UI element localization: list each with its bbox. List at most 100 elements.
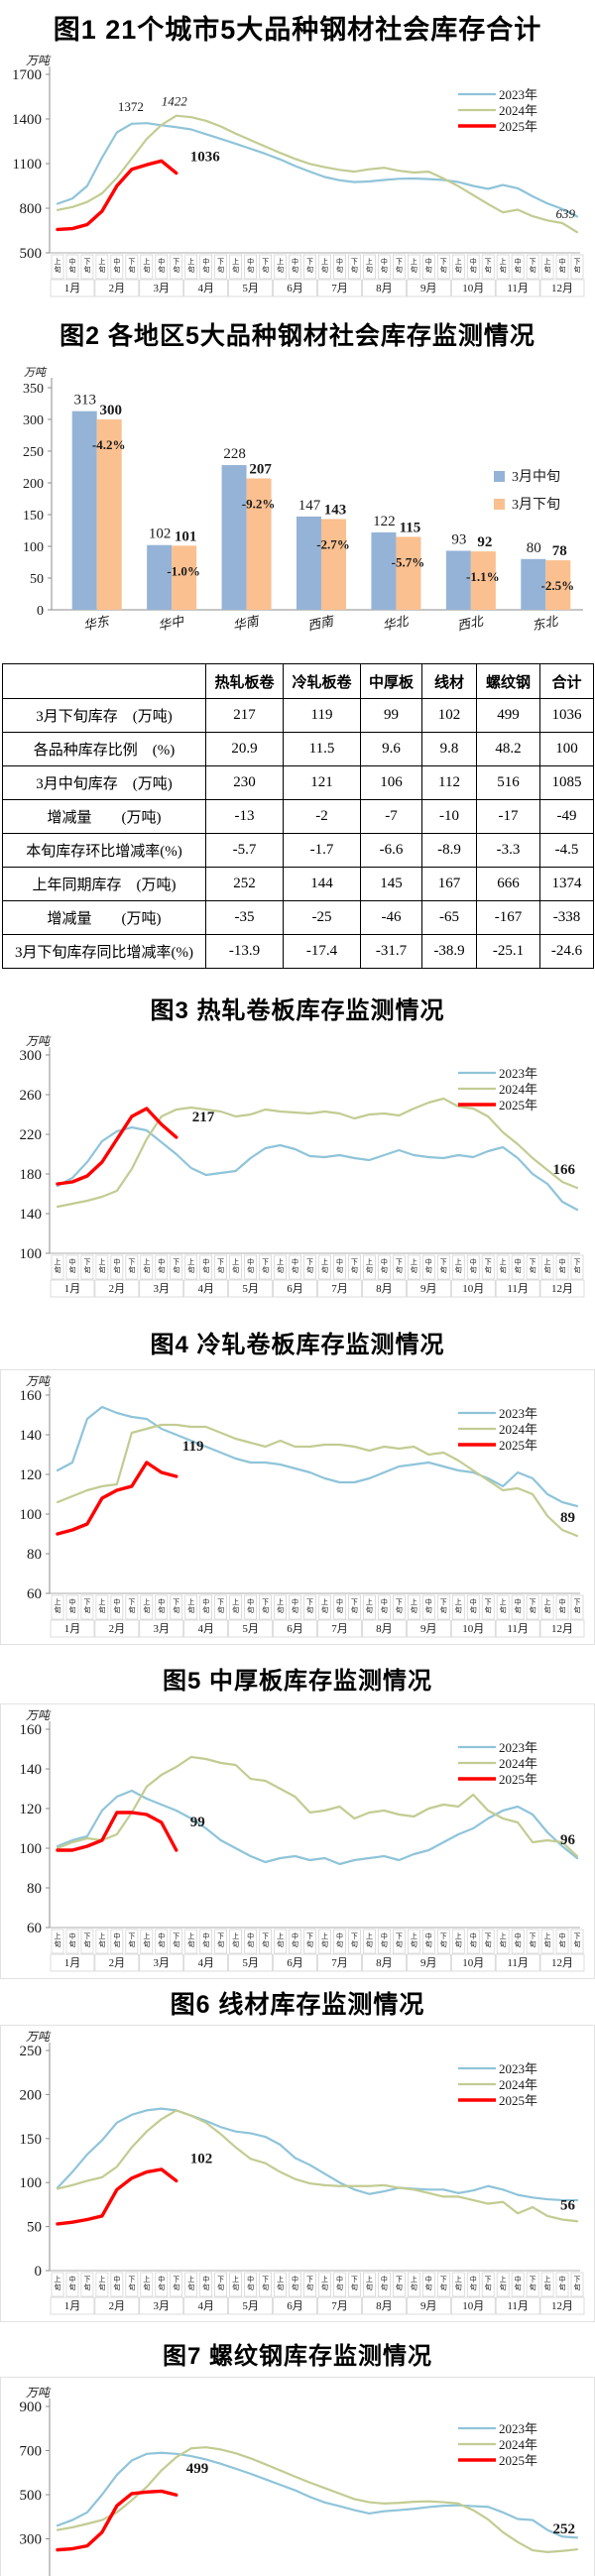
tspan-shape: 上 (98, 257, 105, 266)
tspan-shape: 旬 (143, 1939, 150, 1948)
bar-value-label: 228 (223, 446, 246, 462)
tspan-shape: 中 (202, 2275, 209, 2283)
data-label: 1036 (190, 150, 221, 166)
x-tick-box (125, 1254, 139, 1280)
x-tick-box (65, 254, 79, 280)
y-tick-label: 260 (20, 1088, 43, 1104)
month-label: 4月 (197, 2300, 214, 2312)
month-label: 7月 (331, 2300, 348, 2312)
table-row-label: 上年同期库存 (万吨) (2, 867, 206, 901)
x-tick-box (289, 1254, 301, 1280)
tspan-shape: 旬 (262, 1265, 269, 1274)
x-tick-label: 下旬 (574, 1258, 581, 1274)
x-tick-label: 中旬 (425, 1597, 432, 1614)
x-tick-box (363, 1254, 376, 1280)
tspan-shape: 上 (366, 1932, 373, 1940)
x-tick-label: 中旬 (559, 1932, 566, 1948)
tspan-shape: 下 (217, 2276, 224, 2283)
bar-value-label: 115 (400, 520, 421, 535)
y-tick-label: 180 (20, 1167, 43, 1183)
tspan-shape: 下 (173, 1932, 179, 1940)
tspan-shape: 旬 (500, 2283, 507, 2291)
x-tick-box (378, 1929, 391, 1954)
month-box (139, 1953, 184, 1972)
x-tick-label: 中旬 (202, 1257, 209, 1274)
tspan-shape: 旬 (232, 2283, 239, 2291)
y-tick-label: 1700 (12, 67, 42, 83)
tspan-shape: 上 (143, 2275, 150, 2283)
tspan-shape: 下 (396, 1258, 403, 1266)
x-tick-label: 中旬 (515, 2275, 522, 2291)
x-tick-box (451, 2272, 465, 2297)
tspan-shape: 中 (292, 1597, 298, 1606)
tspan-shape: 上 (366, 1597, 373, 1606)
x-tick-box (303, 254, 316, 280)
month-box (273, 1619, 317, 1638)
x-tick-label: 下旬 (351, 1258, 358, 1274)
tspan-shape: 旬 (217, 1265, 224, 1274)
tspan-shape: 旬 (351, 1939, 358, 1948)
tspan-shape: 旬 (455, 2283, 462, 2291)
month-label: 8月 (376, 283, 393, 294)
month-label: 6月 (287, 283, 303, 294)
tspan-shape: 旬 (470, 1265, 477, 1274)
x-tick-label: 上旬 (500, 257, 507, 274)
x-tick-box (333, 1594, 346, 1620)
tspan-shape: 中 (247, 1932, 254, 1940)
x-tick-box (199, 1929, 213, 1954)
x-tick-label: 上旬 (55, 2275, 61, 2291)
x-tick-box (155, 1594, 169, 1620)
table-cell: -10 (421, 799, 477, 834)
tspan-shape: 旬 (574, 1939, 581, 1948)
x-tick-label: 中旬 (68, 1257, 75, 1274)
legend-label: 2025年 (499, 119, 537, 134)
table-header: 螺纹钢 (476, 663, 540, 699)
legend-label: 2024年 (499, 103, 537, 118)
tspan-shape: 中 (292, 1257, 298, 1266)
tspan-shape: 上 (187, 2275, 194, 2283)
tspan-shape: 旬 (306, 1265, 313, 1274)
x-tick-box (199, 2272, 213, 2297)
inventory-table-head: 热轧板卷 冷轧板卷 中厚板 线材 螺纹钢 合计 (2, 663, 594, 699)
data-label: 102 (190, 2151, 213, 2166)
tspan-shape: 中 (158, 2275, 165, 2283)
tspan-shape: 旬 (500, 265, 507, 274)
y-unit-label: 万吨 (26, 1034, 52, 1048)
tspan-shape: 中 (158, 1257, 165, 1266)
y-tick-label: 700 (20, 2444, 43, 2460)
tspan-shape: 旬 (485, 2283, 492, 2291)
tspan-shape: 中 (336, 257, 343, 266)
x-tick-label: 下旬 (128, 1598, 135, 1614)
x-tick-label: 中旬 (247, 1257, 254, 1274)
tspan-shape: 中 (425, 2275, 432, 2283)
bar-late-华中 (172, 545, 197, 610)
x-tick-label: 中旬 (381, 2275, 388, 2291)
tspan-shape: 旬 (247, 1939, 254, 1948)
tspan-shape: 旬 (411, 1605, 417, 1614)
tspan-shape: 旬 (217, 2283, 224, 2291)
data-label: 217 (192, 1110, 215, 1125)
x-tick-box (466, 254, 480, 280)
x-tick-box (481, 2272, 495, 2297)
tspan-shape: 中 (470, 1932, 477, 1940)
x-tick-box (481, 1594, 495, 1620)
x-tick-box (51, 1254, 64, 1280)
x-tick-label: 中旬 (425, 257, 432, 274)
x-tick-label: 下旬 (485, 1932, 492, 1948)
month-box (139, 1279, 184, 1298)
x-tick-box (140, 254, 154, 280)
y-tick-label: 900 (20, 2400, 43, 2415)
x-tick-label: 上旬 (544, 2275, 551, 2291)
tspan-shape: 旬 (306, 2283, 313, 2291)
month-label: 11月 (507, 1623, 529, 1635)
x-tick-label: 上旬 (411, 2275, 417, 2291)
tspan-shape: 旬 (232, 1265, 239, 1274)
tspan-shape: 旬 (173, 1605, 179, 1614)
tspan-shape: 中 (68, 1597, 75, 1606)
x-tick-box (421, 254, 435, 280)
bar-value-label: 78 (552, 543, 567, 559)
tspan-shape: 中 (202, 257, 209, 266)
x-tick-label: 中旬 (202, 2275, 209, 2291)
tspan-shape: 中 (247, 1597, 254, 1606)
tspan-shape: 上 (98, 2275, 105, 2283)
